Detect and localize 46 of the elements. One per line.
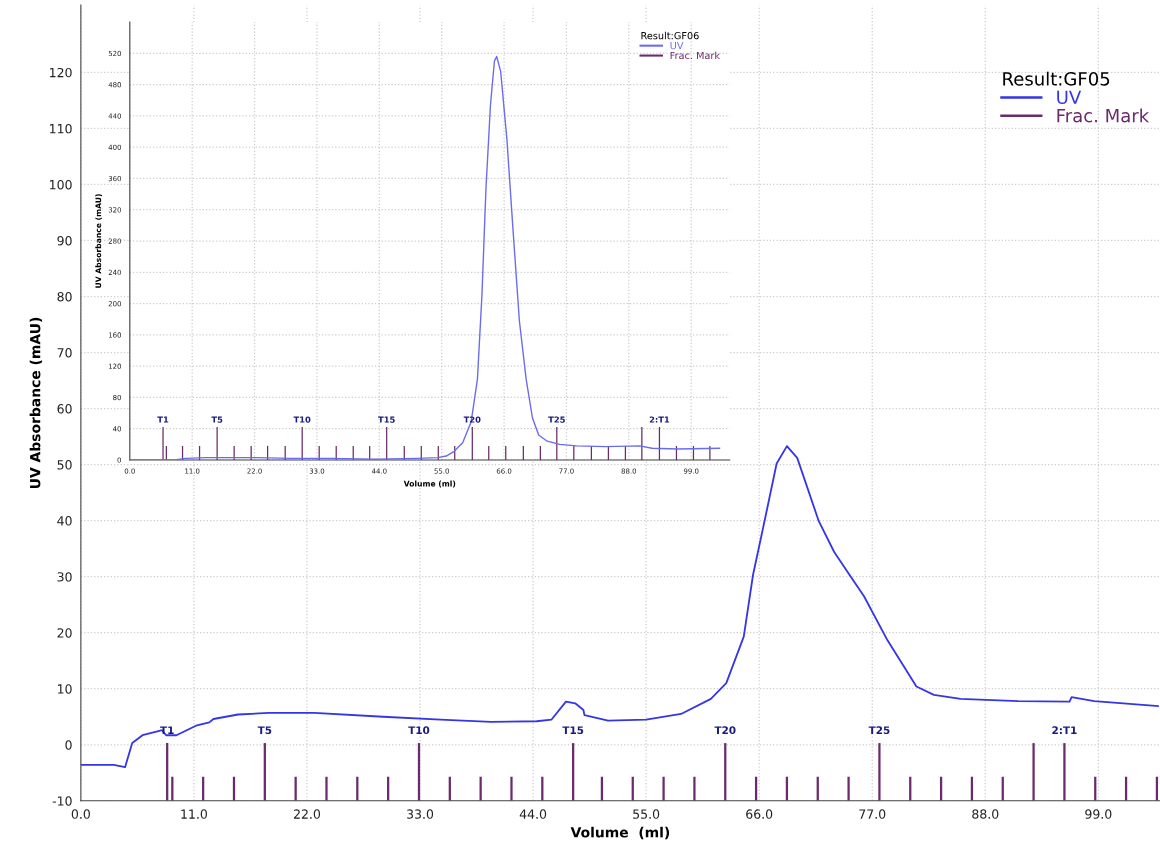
annotation: T25 xyxy=(868,726,890,735)
annotation: T15 xyxy=(378,416,395,423)
y-tick-label: 120 xyxy=(50,67,72,78)
x-tick-label: 99.0 xyxy=(1085,809,1112,819)
annotation: T5 xyxy=(211,416,223,423)
y-axis-title: UV Absorbance (mAU) xyxy=(29,317,43,489)
annotation: T1 xyxy=(160,726,174,734)
annotation: T15 xyxy=(562,726,584,735)
y-tick-label: 90 xyxy=(57,235,72,246)
y-tick-label: 20 xyxy=(57,628,72,638)
x-axis-title: Volume (ml) xyxy=(570,826,670,840)
x-tick-label: 44.0 xyxy=(519,809,547,819)
y-tick-label: 40 xyxy=(57,516,72,526)
legend-label: Frac. Mark xyxy=(1057,108,1150,123)
annotation: T20 xyxy=(714,726,736,735)
x-tick-label: 11.0 xyxy=(181,809,207,819)
y-tick-label: 80 xyxy=(57,292,72,302)
y-tick-label: 100 xyxy=(50,179,72,190)
y-tick-label: 30 xyxy=(57,572,72,582)
annotation: 2:T1 xyxy=(649,416,670,423)
legend-title: Result:GF06 xyxy=(641,31,699,40)
x-tick-label: 22.0 xyxy=(293,809,321,819)
annotation: T10 xyxy=(293,416,311,423)
line-series xyxy=(80,445,1159,769)
y-tick-label: 110 xyxy=(50,123,72,134)
y-tick-label: 50 xyxy=(57,460,72,470)
y-tick-label: -10 xyxy=(52,796,72,806)
legend-label: UV xyxy=(670,41,684,50)
annotation: T5 xyxy=(257,726,272,735)
legend-title: Result:GF05 xyxy=(1003,71,1110,86)
legend-label: UV xyxy=(1057,90,1082,105)
x-tick-label: 77.0 xyxy=(859,809,886,819)
annotation: T1 xyxy=(157,416,169,423)
x-tick-label: 66.0 xyxy=(746,809,773,819)
annotation: T25 xyxy=(548,416,565,423)
x-tick-label: 88.0 xyxy=(972,809,999,819)
y-tick-label: 70 xyxy=(57,348,72,358)
legend-label: Frac. Mark xyxy=(670,51,721,60)
annotation: T10 xyxy=(408,726,430,735)
y-tick-label: 10 xyxy=(57,684,72,694)
y-tick-label: 60 xyxy=(57,404,72,414)
y-tick-label: 0 xyxy=(65,740,72,750)
x-tick-label: 0.0 xyxy=(71,809,90,819)
x-tick-label: 55.0 xyxy=(633,809,660,819)
annotation: 2:T1 xyxy=(1052,726,1077,734)
x-tick-label: 33.0 xyxy=(407,809,434,819)
